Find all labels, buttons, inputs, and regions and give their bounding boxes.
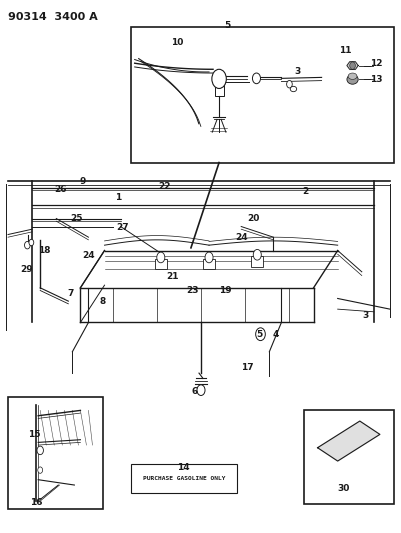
Text: 2: 2: [302, 188, 308, 196]
Text: 18: 18: [38, 246, 51, 255]
Bar: [130, 464, 237, 493]
Text: 23: 23: [186, 286, 199, 295]
Text: PURCHASE GASOLINE ONLY: PURCHASE GASOLINE ONLY: [142, 476, 225, 481]
Circle shape: [205, 252, 213, 263]
Text: 17: 17: [240, 364, 253, 372]
Polygon shape: [317, 421, 379, 461]
Text: 12: 12: [369, 60, 381, 68]
Ellipse shape: [347, 73, 356, 79]
Text: 25: 25: [70, 214, 83, 223]
Bar: [130, 27, 393, 163]
Bar: [251, 256, 263, 266]
Circle shape: [38, 467, 43, 473]
Circle shape: [37, 446, 43, 455]
Circle shape: [255, 328, 265, 341]
Text: 29: 29: [20, 265, 32, 273]
Text: 16: 16: [30, 498, 43, 506]
Polygon shape: [346, 62, 357, 69]
Text: 24: 24: [234, 233, 247, 241]
Text: 4: 4: [271, 330, 278, 339]
Text: 5: 5: [255, 330, 262, 339]
Text: 13: 13: [369, 76, 381, 84]
Circle shape: [156, 252, 164, 263]
Text: 10: 10: [170, 38, 182, 47]
Circle shape: [29, 239, 34, 246]
Text: 27: 27: [116, 223, 129, 232]
Ellipse shape: [346, 75, 357, 84]
Text: 20: 20: [247, 214, 259, 223]
Circle shape: [24, 241, 30, 249]
Text: 3: 3: [362, 311, 368, 320]
Text: 7: 7: [67, 289, 73, 297]
Text: 5: 5: [223, 21, 230, 30]
Circle shape: [211, 69, 226, 88]
Ellipse shape: [290, 86, 296, 92]
Bar: [8, 397, 102, 509]
Text: 14: 14: [176, 464, 189, 472]
Text: 21: 21: [166, 272, 179, 280]
Text: 8: 8: [99, 297, 105, 305]
Circle shape: [253, 249, 261, 260]
Text: 22: 22: [158, 182, 171, 191]
Text: 11: 11: [338, 46, 351, 55]
Circle shape: [286, 80, 292, 88]
Text: 24: 24: [82, 252, 95, 260]
Text: 90314  3400 A: 90314 3400 A: [8, 12, 97, 22]
Text: 15: 15: [28, 430, 41, 439]
Bar: [203, 259, 215, 269]
Bar: [214, 79, 223, 96]
Text: 26: 26: [54, 185, 67, 193]
Bar: [154, 259, 166, 269]
Text: 9: 9: [79, 177, 85, 185]
Text: 6: 6: [191, 387, 198, 396]
Text: 1: 1: [115, 193, 122, 201]
Circle shape: [349, 62, 354, 69]
Text: 19: 19: [218, 286, 231, 295]
Text: 3: 3: [294, 68, 300, 76]
Circle shape: [196, 385, 205, 395]
Bar: [303, 410, 393, 504]
Text: 30: 30: [337, 484, 349, 493]
Circle shape: [252, 73, 260, 84]
